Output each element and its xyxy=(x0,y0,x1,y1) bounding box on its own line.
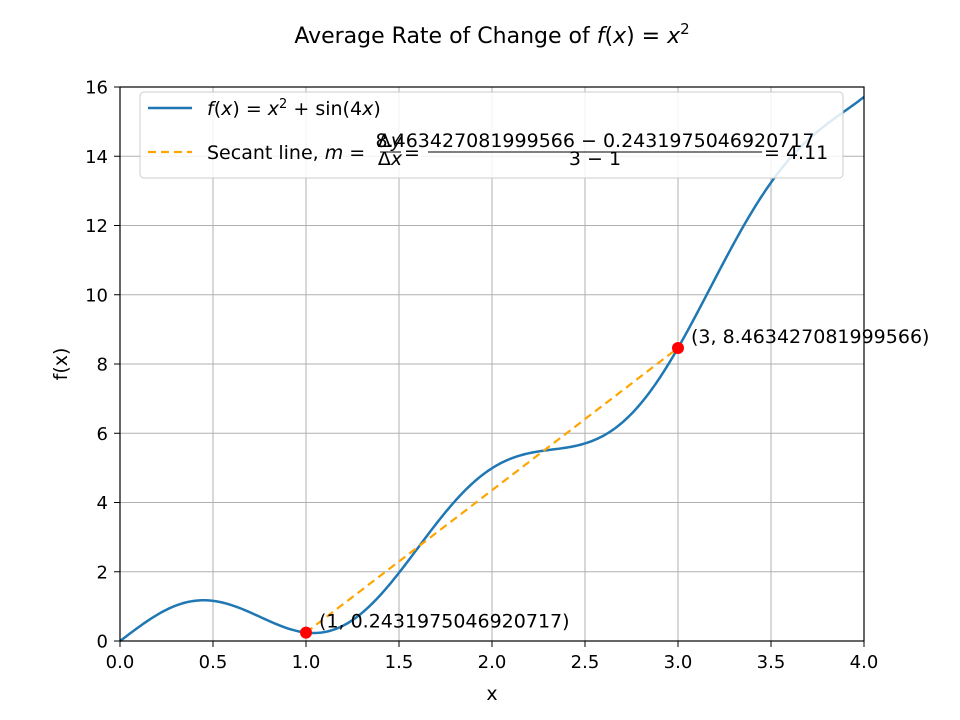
y-tick-label: 8 xyxy=(97,355,108,376)
x-tick-label: 4.0 xyxy=(850,652,879,673)
y-axis-label: f(x) xyxy=(50,348,72,381)
point-annotation-2: (3, 8.463427081999566) xyxy=(691,326,929,348)
legend-label-function: f(x) = x2 + sin(4x) xyxy=(207,97,381,121)
x-tick-label: 2.5 xyxy=(571,652,600,673)
x-tick-label: 2.0 xyxy=(478,652,507,673)
legend-box xyxy=(139,91,844,179)
y-tick-label: 6 xyxy=(97,424,108,445)
x-tick-label: 1.5 xyxy=(385,652,414,673)
function-curve xyxy=(119,95,865,643)
point-marker-1 xyxy=(300,626,312,639)
y-tick-label: 2 xyxy=(97,562,108,583)
marked-points xyxy=(300,341,684,639)
svg-text:Secant line, m =: Secant line, m = xyxy=(207,142,365,164)
y-tick-label: 14 xyxy=(85,147,108,168)
y-tick-label: 4 xyxy=(97,493,108,514)
svg-text:Δx: Δx xyxy=(378,148,403,170)
svg-text:= 4.11: = 4.11 xyxy=(764,142,828,164)
x-tick-label: 3.5 xyxy=(757,652,786,673)
plot-area xyxy=(119,95,865,643)
legend: f(x) = x2 + sin(4x) Secant line, m = Δy … xyxy=(139,91,844,179)
y-tick-label: 16 xyxy=(85,78,108,99)
x-axis-label: x xyxy=(486,683,497,705)
x-tick-label: 3.0 xyxy=(664,652,693,673)
secant-line xyxy=(305,347,679,634)
svg-text:=: = xyxy=(404,142,420,164)
tick-marks xyxy=(114,86,865,647)
y-tick-label: 10 xyxy=(85,285,108,306)
point-annotation-1: (1, 0.2431975046920717) xyxy=(319,611,570,633)
legend-label-secant: Secant line, m = Δy Δx = 8.4634270819995… xyxy=(207,130,828,170)
y-tick-label: 12 xyxy=(85,216,108,237)
svg-text:3 − 1: 3 − 1 xyxy=(569,148,621,170)
point-marker-2 xyxy=(672,341,684,354)
chart-title: Average Rate of Change of f(x) = x2 xyxy=(294,20,689,49)
y-tick-label: 0 xyxy=(97,632,108,653)
x-tick-label: 0.0 xyxy=(106,652,135,673)
svg-text:Δy: Δy xyxy=(378,130,403,152)
x-tick-label: 0.5 xyxy=(199,652,228,673)
svg-text:8.463427081999566 − 0.24319750: 8.463427081999566 − 0.2431975046920717 xyxy=(376,130,815,152)
x-tick-label: 1.0 xyxy=(292,652,321,673)
